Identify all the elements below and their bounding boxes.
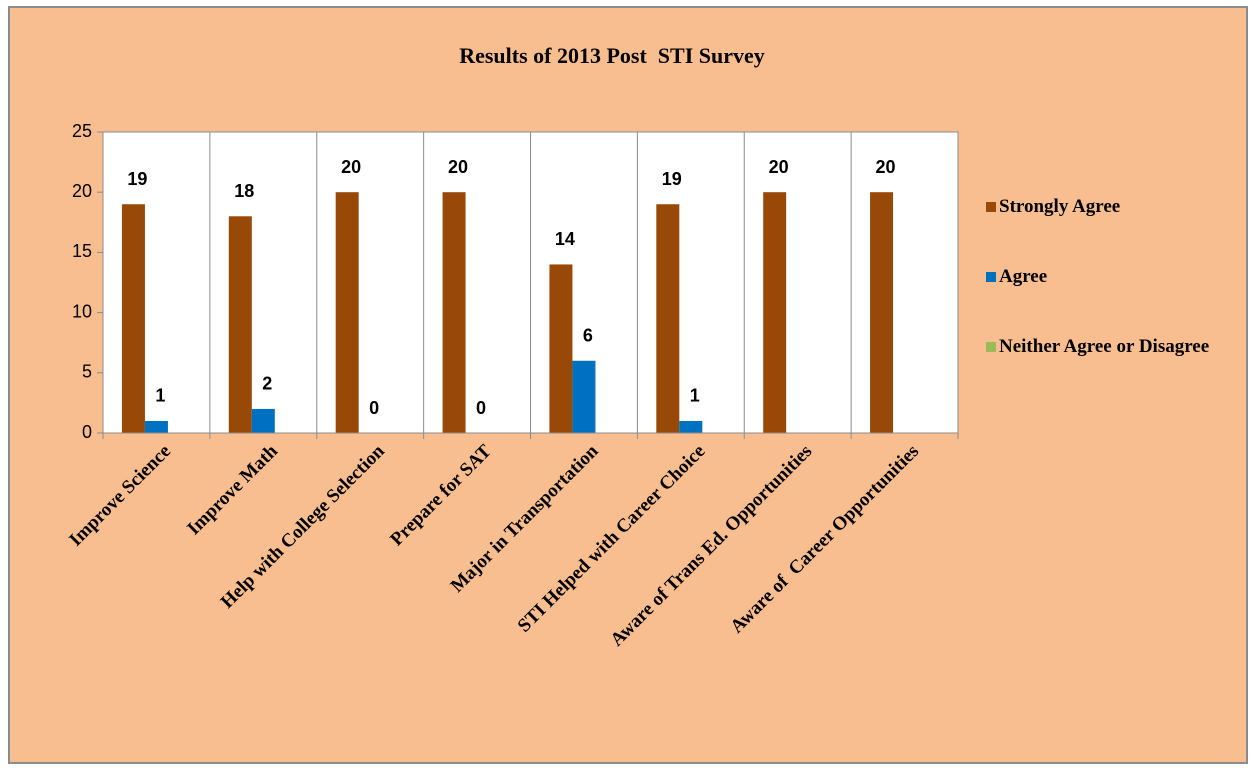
x-tick-label: STI Helped with Career Choice — [514, 441, 710, 637]
legend-label: Neither Agree or Disagree — [999, 336, 1210, 357]
y-tick-label: 0 — [82, 422, 92, 442]
x-tick-label: Improve Science — [65, 441, 175, 551]
bar — [121, 204, 145, 433]
data-label: 0 — [476, 398, 486, 418]
bar — [549, 264, 573, 433]
data-label: 6 — [583, 326, 593, 346]
x-tick-label: Improve Math — [183, 440, 282, 539]
legend-label: Agree — [999, 266, 1048, 287]
data-label: 20 — [341, 157, 361, 177]
bar — [251, 408, 275, 433]
legend-label: Strongly Agree — [999, 196, 1121, 217]
x-tick-label: Prepare for SAT — [386, 441, 496, 551]
data-label: 19 — [662, 169, 682, 189]
y-tick-label: 20 — [72, 181, 92, 201]
legend-key — [986, 272, 996, 282]
bar — [144, 420, 168, 433]
data-label: 19 — [127, 169, 147, 189]
y-tick-label: 25 — [72, 121, 92, 141]
data-label: 18 — [234, 181, 254, 201]
x-tick-label: Aware of Trans Ed. Opportunities — [606, 441, 816, 651]
y-tick-label: 5 — [82, 362, 92, 382]
data-label: 20 — [769, 157, 789, 177]
data-label: 2 — [262, 374, 272, 394]
legend: Strongly Agree Agree Neither Agree or Disa… — [986, 196, 1216, 406]
data-label: 20 — [876, 157, 896, 177]
data-label: 14 — [555, 229, 575, 249]
bar — [228, 216, 252, 433]
data-label: 0 — [369, 398, 379, 418]
legend-item: Agree — [986, 266, 1216, 336]
data-label: 1 — [690, 386, 700, 406]
bar — [763, 192, 787, 433]
legend-key — [986, 202, 996, 212]
y-tick-label: 10 — [72, 301, 92, 321]
bar — [656, 204, 680, 433]
data-label: 20 — [448, 157, 468, 177]
bar — [679, 420, 703, 433]
chart-title: Results of 2013 Post STI Survey — [459, 43, 765, 68]
bar — [442, 192, 466, 433]
legend-key — [986, 342, 996, 352]
data-label: 1 — [155, 386, 165, 406]
legend-item: Neither Agree or Disagree — [986, 336, 1216, 406]
bar — [870, 192, 894, 433]
bar — [572, 360, 596, 433]
bar — [335, 192, 359, 433]
y-tick-label: 15 — [72, 241, 92, 261]
x-tick-label: Aware of Career Opportunities — [726, 441, 923, 638]
legend-item: Strongly Agree — [986, 196, 1216, 266]
